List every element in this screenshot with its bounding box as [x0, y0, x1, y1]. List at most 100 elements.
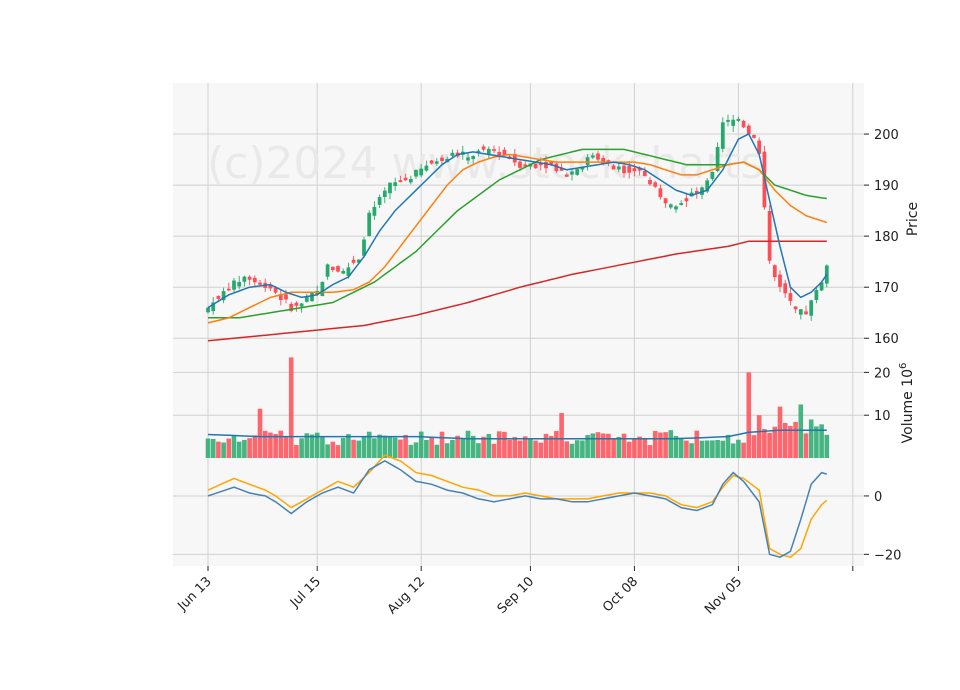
indicator-lines	[207, 132, 828, 559]
volume-bar	[548, 435, 554, 458]
candle-body	[726, 119, 730, 122]
volume-bar	[626, 441, 632, 458]
volume-bar	[330, 441, 336, 458]
ma-long-line	[207, 240, 827, 342]
candle-body	[544, 161, 548, 169]
candle-body	[492, 149, 496, 151]
volume-bar	[595, 432, 601, 458]
candle-body	[720, 122, 725, 149]
candle-body	[809, 300, 814, 316]
candle-body	[715, 147, 720, 171]
volume-bar	[351, 439, 356, 458]
candle-body	[330, 266, 335, 271]
candle-body	[559, 167, 564, 171]
volume-bar	[782, 423, 788, 458]
candle-body	[564, 174, 569, 177]
volume-bar	[543, 433, 549, 458]
candle-body	[388, 182, 392, 194]
volume-bar	[621, 433, 627, 458]
candle-body	[663, 198, 668, 204]
x-tick-label: Oct 08	[600, 574, 641, 615]
volume-bar	[788, 426, 793, 458]
candle-body	[590, 155, 595, 158]
volume-bar	[496, 431, 502, 458]
candle-body	[814, 290, 819, 301]
volume-bar	[486, 434, 492, 458]
candle-body	[221, 291, 226, 301]
volume-bar	[444, 443, 450, 458]
volume-bar	[798, 404, 804, 458]
candle-body	[450, 152, 455, 156]
volume-bar	[668, 430, 674, 458]
candle-body	[710, 171, 715, 179]
candle-body	[481, 146, 486, 150]
candle-body	[310, 292, 314, 302]
candle-body	[523, 164, 528, 167]
volume-bar	[335, 445, 341, 458]
volume-bar	[231, 435, 237, 458]
volume-bar	[522, 436, 528, 458]
candle-body	[372, 206, 377, 216]
candle-body	[237, 281, 242, 287]
volume-bar	[398, 439, 403, 458]
volume-bar	[372, 438, 377, 458]
volume-bar	[517, 440, 523, 458]
candle-body	[741, 120, 746, 128]
volume-bar	[242, 439, 247, 458]
candle-body	[424, 165, 429, 171]
price-y-tick-label: 170	[874, 281, 899, 296]
volume-bar	[533, 440, 538, 458]
candle-body	[668, 204, 673, 208]
candle-body	[819, 282, 824, 291]
volume-bar	[439, 431, 445, 458]
candle-body	[346, 267, 351, 276]
candle-body	[783, 283, 788, 294]
volume-bar	[694, 430, 700, 458]
volume-bar	[299, 438, 304, 458]
volume-bar	[309, 434, 315, 458]
candle-body	[341, 270, 346, 274]
volume-bar	[434, 444, 440, 458]
ma-mid-line	[207, 153, 828, 324]
volume-bar	[413, 442, 419, 458]
price-y-tick-label: 190	[874, 179, 899, 194]
volume-bar	[730, 443, 736, 458]
volume-bar	[512, 437, 518, 458]
volume-bar	[741, 442, 746, 458]
volume-bar	[710, 440, 715, 458]
candle-body	[434, 161, 439, 164]
candle-body	[731, 119, 736, 126]
candle-body	[653, 182, 658, 187]
candle-body	[637, 167, 642, 171]
candle-body	[336, 266, 340, 272]
volume-bar	[777, 406, 783, 458]
volume-bar	[268, 432, 273, 458]
volume-bar	[647, 445, 653, 458]
volume-bar	[819, 424, 824, 458]
candle-body	[778, 274, 782, 287]
volume-bar	[824, 434, 830, 458]
volume-bar	[808, 419, 814, 458]
ma-fast-line	[207, 132, 828, 309]
volume-bar	[746, 372, 752, 458]
volume-bar	[403, 435, 408, 458]
candle-body	[793, 306, 798, 310]
candle-body	[772, 265, 777, 278]
volume-bar	[699, 440, 705, 458]
oscillator-panel	[173, 458, 864, 566]
volume-bar	[704, 440, 710, 458]
volume-bar	[418, 431, 424, 458]
candle-body	[294, 302, 299, 306]
candle-body	[419, 168, 424, 176]
candle-body	[549, 161, 554, 165]
candle-body	[247, 276, 252, 280]
volume-bar	[273, 434, 278, 458]
volume-axis-exponent-base: 10	[900, 369, 916, 387]
candle-body	[585, 157, 590, 166]
volume-bar	[460, 438, 466, 458]
volume-bar	[762, 429, 767, 458]
volume-bar	[725, 434, 731, 458]
candle-body	[414, 169, 418, 177]
volume-bar	[678, 437, 684, 458]
candle-body	[216, 295, 221, 299]
